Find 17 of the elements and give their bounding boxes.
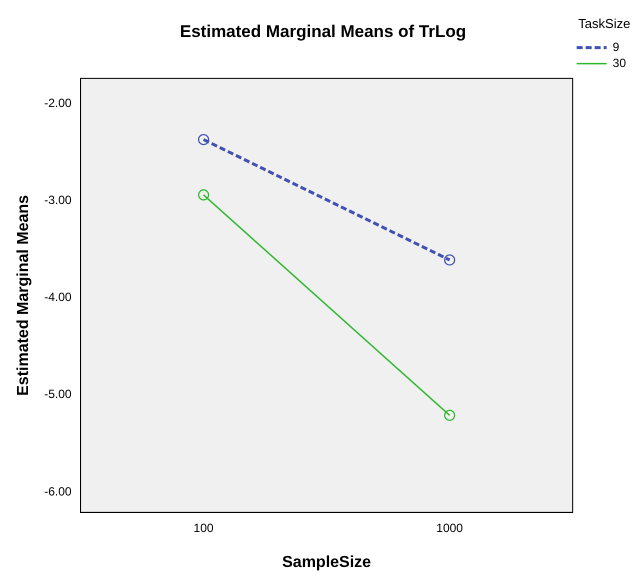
point: [444, 254, 456, 266]
legend-title: TaskSize: [578, 16, 630, 32]
x-tick-label: 100: [194, 520, 214, 535]
y-tick-label: -2.00: [44, 96, 72, 110]
point: [444, 410, 456, 421]
point: [198, 134, 210, 146]
y-axis-title: Estimated Marginal Means: [15, 194, 32, 396]
y-tick-label: -3.00: [44, 193, 72, 208]
y-tick-label: -5.00: [44, 387, 72, 402]
x-tick-label: 1000: [436, 520, 464, 535]
y-tick-label: -4.00: [44, 290, 72, 304]
y-tick-label: -6.00: [44, 484, 72, 498]
x-axis-title: SampleSize: [282, 554, 372, 571]
point: [198, 189, 210, 201]
chart-title: Estimated Marginal Means of TrLog: [180, 22, 466, 41]
legend-label: 30: [612, 56, 626, 70]
legend-label: 9: [612, 40, 620, 54]
